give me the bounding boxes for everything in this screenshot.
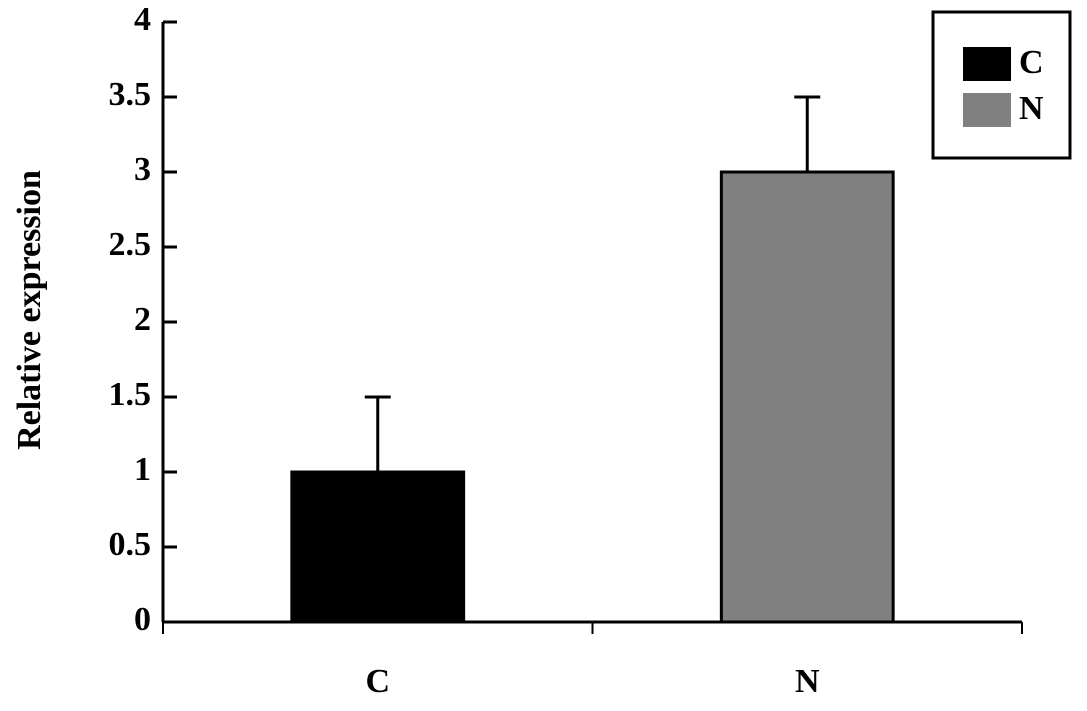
y-tick-label: 3.5 [109,76,152,113]
bar [290,470,466,624]
legend-box [931,10,1072,160]
legend-label: C [1019,44,1044,81]
y-tick-label: 1 [134,451,151,488]
y-tick-label: 1.5 [109,376,152,413]
legend-swatch [963,93,1011,127]
y-tick-label: 2 [134,301,151,338]
y-tick-label: 3 [134,151,151,188]
x-tick-label: N [795,663,820,700]
legend-label: N [1019,90,1044,127]
y-tick-label: 0.5 [109,526,152,563]
y-axis-label: Relative expression [11,170,48,450]
y-tick-label: 0 [134,601,151,638]
x-tick-label: C [365,663,390,700]
bar [719,170,895,624]
legend-swatch [963,47,1011,81]
y-tick-label: 4 [134,1,151,38]
y-tick-label: 2.5 [109,226,152,263]
